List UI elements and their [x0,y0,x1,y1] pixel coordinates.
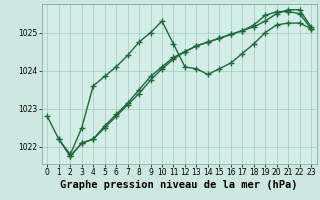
X-axis label: Graphe pression niveau de la mer (hPa): Graphe pression niveau de la mer (hPa) [60,180,298,190]
